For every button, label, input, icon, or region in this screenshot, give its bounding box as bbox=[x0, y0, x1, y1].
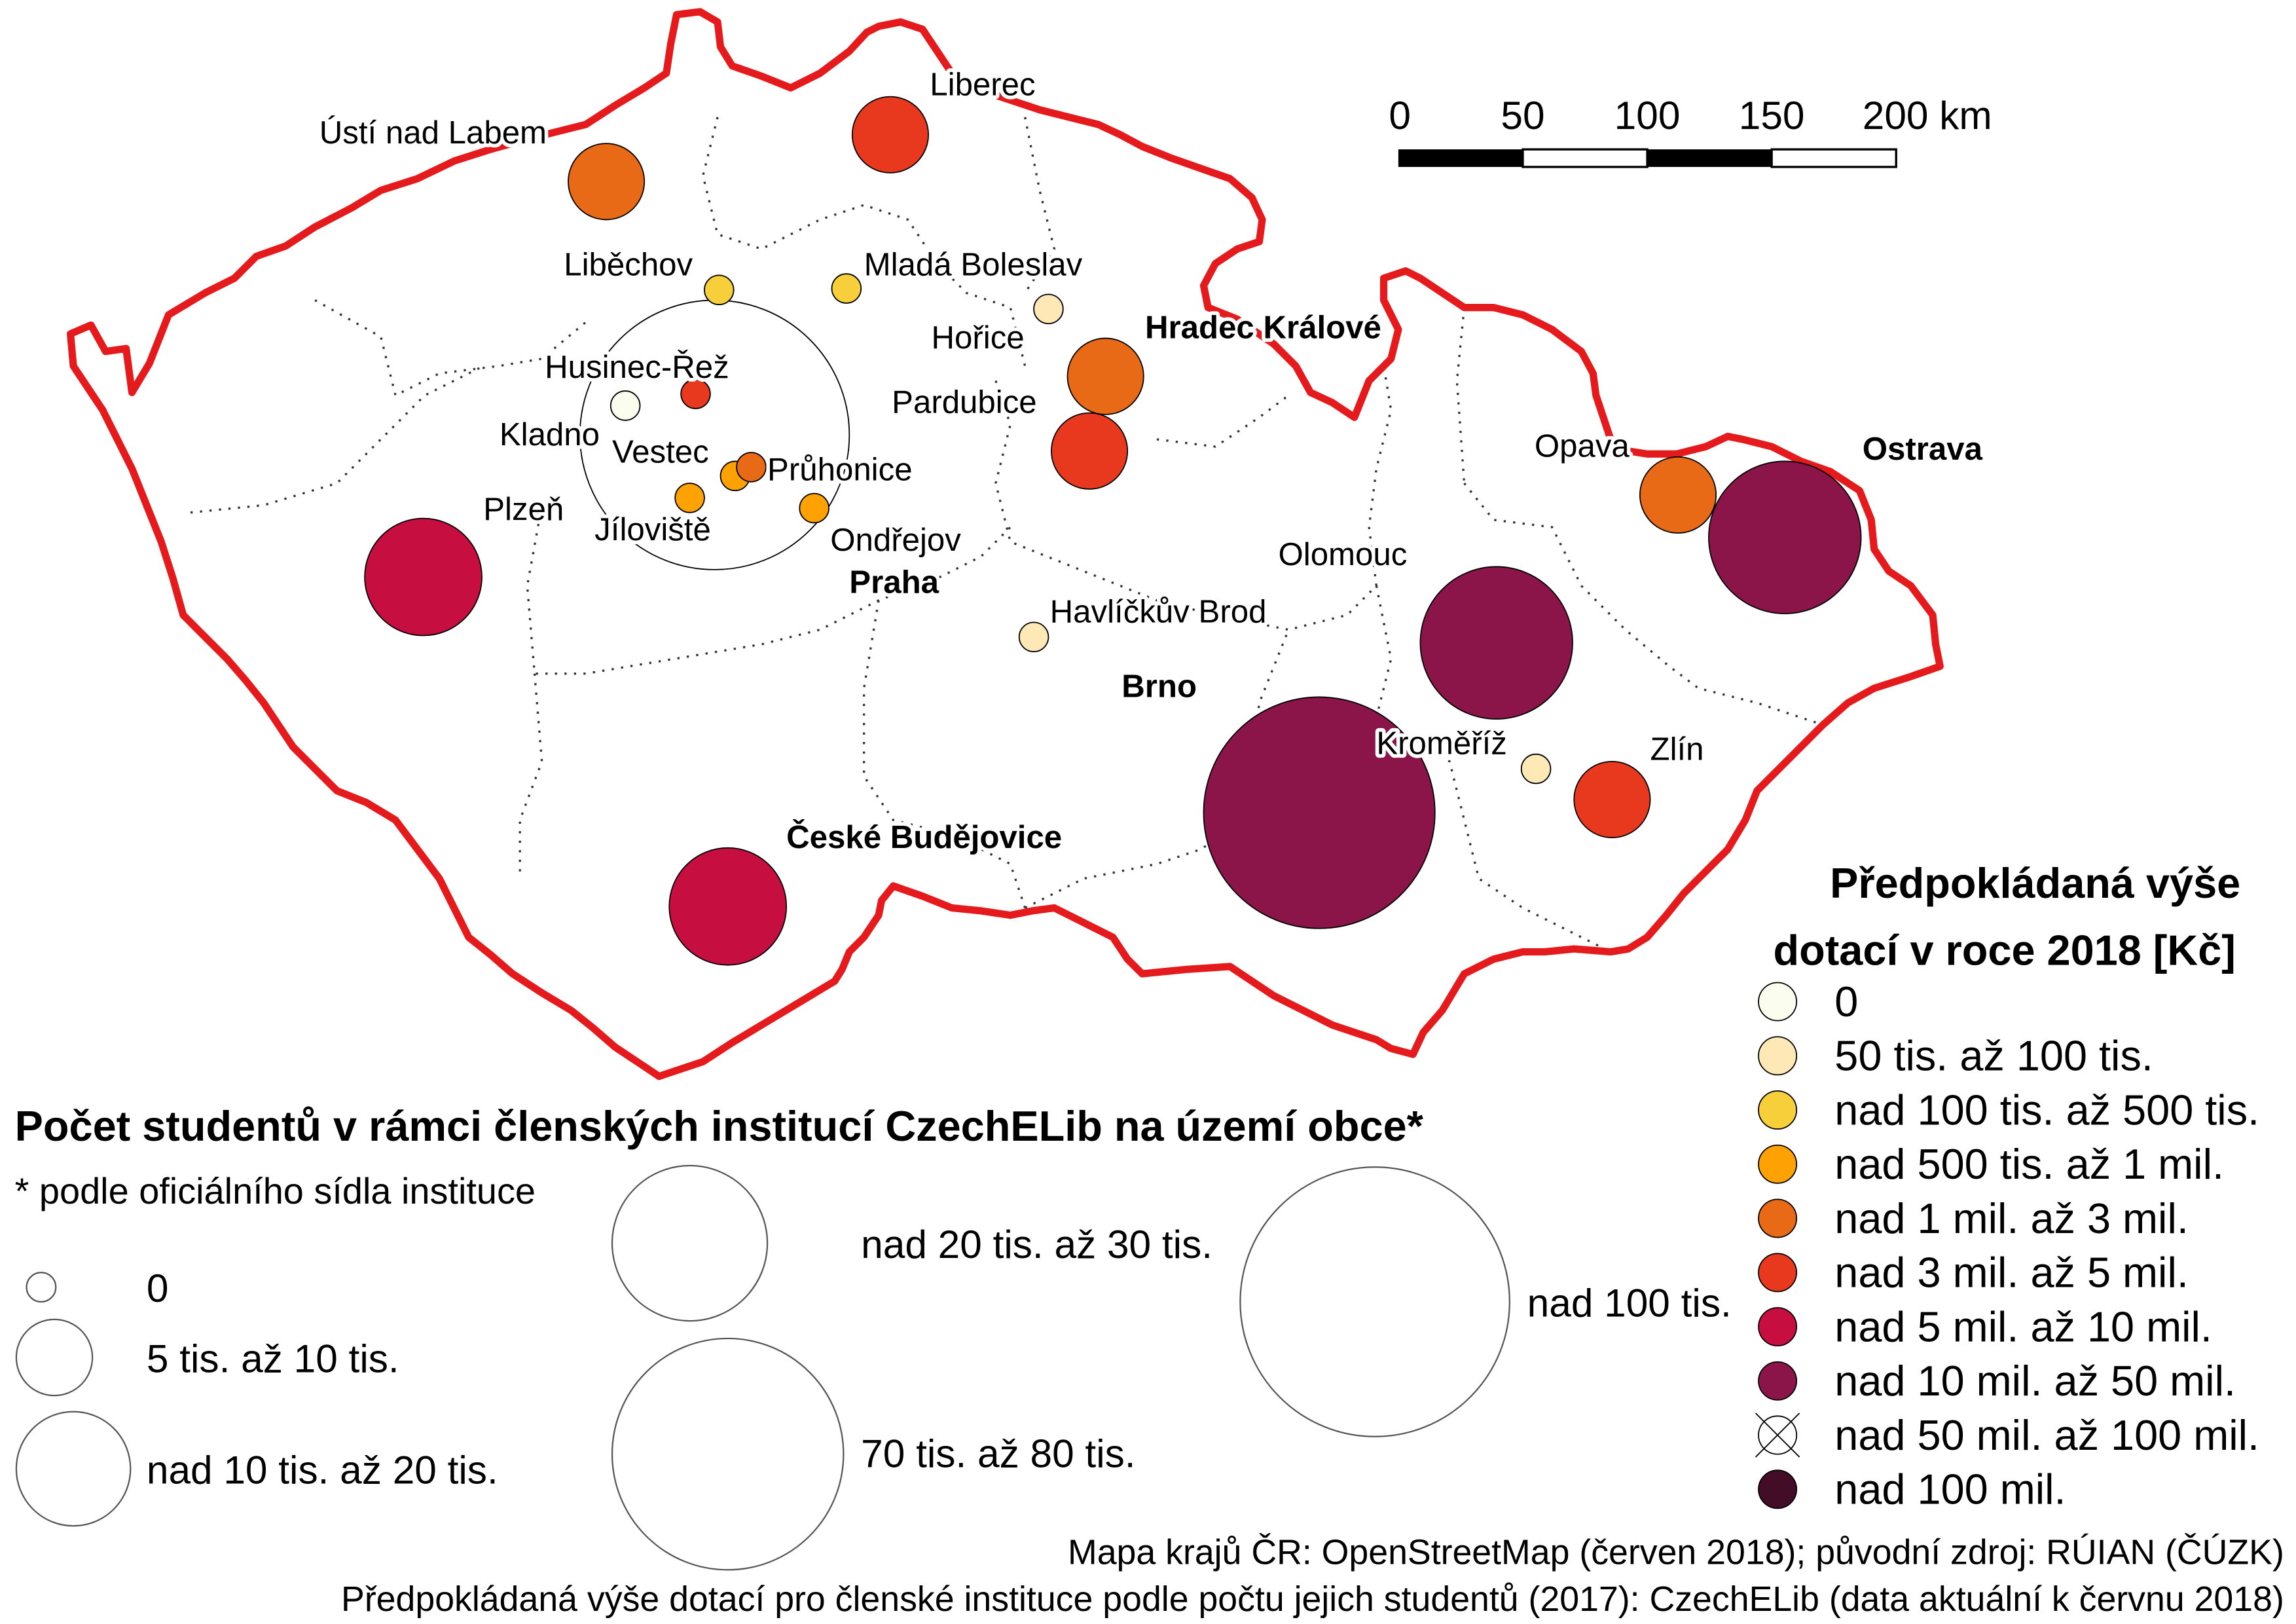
city-label-horice: Hořice bbox=[932, 320, 1025, 356]
city-symbol-hradec-kralove bbox=[1066, 337, 1144, 415]
city-symbol-pardubice bbox=[1051, 412, 1129, 490]
funding-swatch bbox=[1758, 1144, 1798, 1184]
funding-legend-title: Předpokládaná výše bbox=[1830, 859, 2240, 907]
city-label-hradec-kralove: Hradec Králové bbox=[1145, 310, 1381, 346]
size-label: 0 bbox=[147, 1266, 169, 1310]
scale-tick: 150 bbox=[1739, 93, 1805, 138]
city-label-kladno: Kladno bbox=[500, 416, 600, 452]
city-symbol-kladno bbox=[610, 390, 641, 421]
funding-label: nad 100 mil. bbox=[1834, 1466, 2066, 1513]
city-symbol-libechov bbox=[704, 274, 735, 306]
city-label-plzen: Plzeň bbox=[483, 491, 564, 527]
funding-swatch bbox=[1758, 982, 1798, 1022]
city-symbol-husinec-rez bbox=[680, 378, 711, 409]
city-symbol-plzen bbox=[364, 517, 483, 637]
scale-tick: 0 bbox=[1389, 93, 1411, 138]
size-label: 70 tis. až 80 tis. bbox=[861, 1431, 1135, 1476]
city-label-jiloviste: Jíloviště bbox=[594, 511, 711, 547]
size-label: nad 100 tis. bbox=[1527, 1280, 1732, 1325]
size-symbol bbox=[1239, 1166, 1510, 1437]
source-note: Mapa krajů ČR: OpenStreetMap (červen 201… bbox=[1068, 1532, 2284, 1572]
city-label-ondrejov: Ondřejov bbox=[830, 522, 961, 558]
city-label-liberec: Liberec bbox=[930, 66, 1035, 102]
city-symbol-pruhonice bbox=[736, 452, 767, 483]
funding-label: nad 50 mil. až 100 mil. bbox=[1834, 1411, 2259, 1459]
funding-label: nad 1 mil. až 3 mil. bbox=[1834, 1194, 2189, 1242]
city-label-pardubice: Pardubice bbox=[892, 384, 1037, 420]
city-label-vestec: Vestec bbox=[612, 434, 709, 470]
city-symbol-zlin bbox=[1573, 760, 1651, 839]
city-label-kromeriz: Kroměříž bbox=[1376, 726, 1507, 762]
scale-bar: 0 50 100 150 200 km bbox=[1389, 93, 1992, 168]
city-label-zlin: Zlín bbox=[1650, 731, 1704, 767]
city-symbol-ondrejov bbox=[799, 492, 829, 524]
scale-tick: 200 km bbox=[1863, 93, 1992, 138]
city-symbol-havlickuv-brod bbox=[1018, 621, 1049, 653]
funding-swatch bbox=[1758, 1036, 1798, 1076]
city-label-opava: Opava bbox=[1535, 428, 1630, 464]
city-label-ceske-budejovice: České Budějovice bbox=[786, 818, 1062, 855]
city-label-brno: Brno bbox=[1121, 668, 1197, 704]
funding-label: nad 500 tis. až 1 mil. bbox=[1834, 1140, 2224, 1188]
city-symbol-kromeriz bbox=[1520, 753, 1552, 784]
funding-label: nad 3 mil. až 5 mil. bbox=[1834, 1249, 2189, 1297]
city-label-havlickuv-brod: Havlíčkův Brod bbox=[1050, 593, 1267, 629]
country-border bbox=[67, 8, 1944, 1080]
city-symbol-brno bbox=[1203, 696, 1436, 929]
city-label-husinec-rez: Husinec-Řež bbox=[545, 349, 729, 385]
scale-tick: 50 bbox=[1501, 93, 1544, 138]
city-symbol-opava bbox=[1639, 456, 1717, 534]
funding-label: nad 100 tis. až 500 tis. bbox=[1834, 1086, 2259, 1134]
city-symbol-horice bbox=[1033, 293, 1064, 325]
size-symbol bbox=[15, 1318, 94, 1397]
city-label-pruhonice: Průhonice bbox=[767, 451, 913, 487]
region-borders bbox=[190, 117, 1823, 953]
funding-label: 50 tis. až 100 tis. bbox=[1834, 1032, 2153, 1080]
funding-swatch bbox=[1758, 1361, 1798, 1401]
funding-legend: Předpokládaná výše dotací v roce 2018 [K… bbox=[1755, 859, 2259, 1513]
size-symbol bbox=[611, 1164, 769, 1322]
funding-swatch bbox=[1758, 1469, 1798, 1509]
cross-hatch-icon bbox=[1755, 1412, 1800, 1458]
students-legend-title: Počet studentů v rámci členských institu… bbox=[15, 1102, 1424, 1150]
funding-swatch bbox=[1758, 1090, 1798, 1130]
city-symbol-olomouc bbox=[1419, 566, 1573, 720]
funding-swatch bbox=[1758, 1198, 1798, 1238]
city-symbol-mlada-boleslav bbox=[831, 273, 862, 304]
size-symbol bbox=[611, 1337, 845, 1571]
funding-swatch bbox=[1758, 1253, 1798, 1293]
city-symbol-usti-nad-labem bbox=[568, 143, 646, 221]
funding-legend-title: dotací v roce 2018 [Kč] bbox=[1774, 927, 2236, 974]
city-symbol-liberec bbox=[851, 96, 929, 174]
size-symbol bbox=[15, 1411, 132, 1527]
city-labels: Praha Ústí nad Labem Liberec Liběchov Mladá … bbox=[316, 63, 1986, 859]
city-symbol-ostrava bbox=[1708, 460, 1862, 614]
city-label-praha: Praha bbox=[849, 564, 939, 600]
funding-label: nad 10 mil. až 50 mil. bbox=[1834, 1357, 2236, 1405]
size-symbol bbox=[26, 1272, 57, 1303]
city-symbols bbox=[364, 96, 1862, 966]
city-label-olomouc: Olomouc bbox=[1279, 536, 1408, 572]
city-symbol-jiloviste bbox=[674, 483, 705, 513]
size-label: nad 10 tis. až 20 tis. bbox=[147, 1447, 498, 1492]
scale-tick: 100 bbox=[1614, 93, 1681, 138]
students-legend-note: * podle oficiálního sídla instituce bbox=[15, 1170, 536, 1211]
funding-label: nad 5 mil. až 10 mil. bbox=[1834, 1302, 2212, 1350]
city-label-mlada-boleslav: Mladá Boleslav bbox=[864, 246, 1083, 282]
city-label-libechov: Liběchov bbox=[564, 246, 693, 282]
size-label: nad 20 tis. až 30 tis. bbox=[861, 1222, 1212, 1266]
funding-swatch bbox=[1758, 1307, 1798, 1347]
city-label-ostrava: Ostrava bbox=[1863, 431, 1983, 467]
city-symbol-ceske-budejovice bbox=[668, 847, 788, 966]
funding-label: 0 bbox=[1834, 978, 1858, 1025]
size-label: 5 tis. až 10 tis. bbox=[147, 1336, 399, 1380]
students-legend: Počet studentů v rámci členských institu… bbox=[15, 1102, 1732, 1571]
city-label-usti-nad-labem: Ústí nad Labem bbox=[319, 115, 547, 151]
source-note: Předpokládaná výše dotací pro členské in… bbox=[341, 1579, 2284, 1619]
